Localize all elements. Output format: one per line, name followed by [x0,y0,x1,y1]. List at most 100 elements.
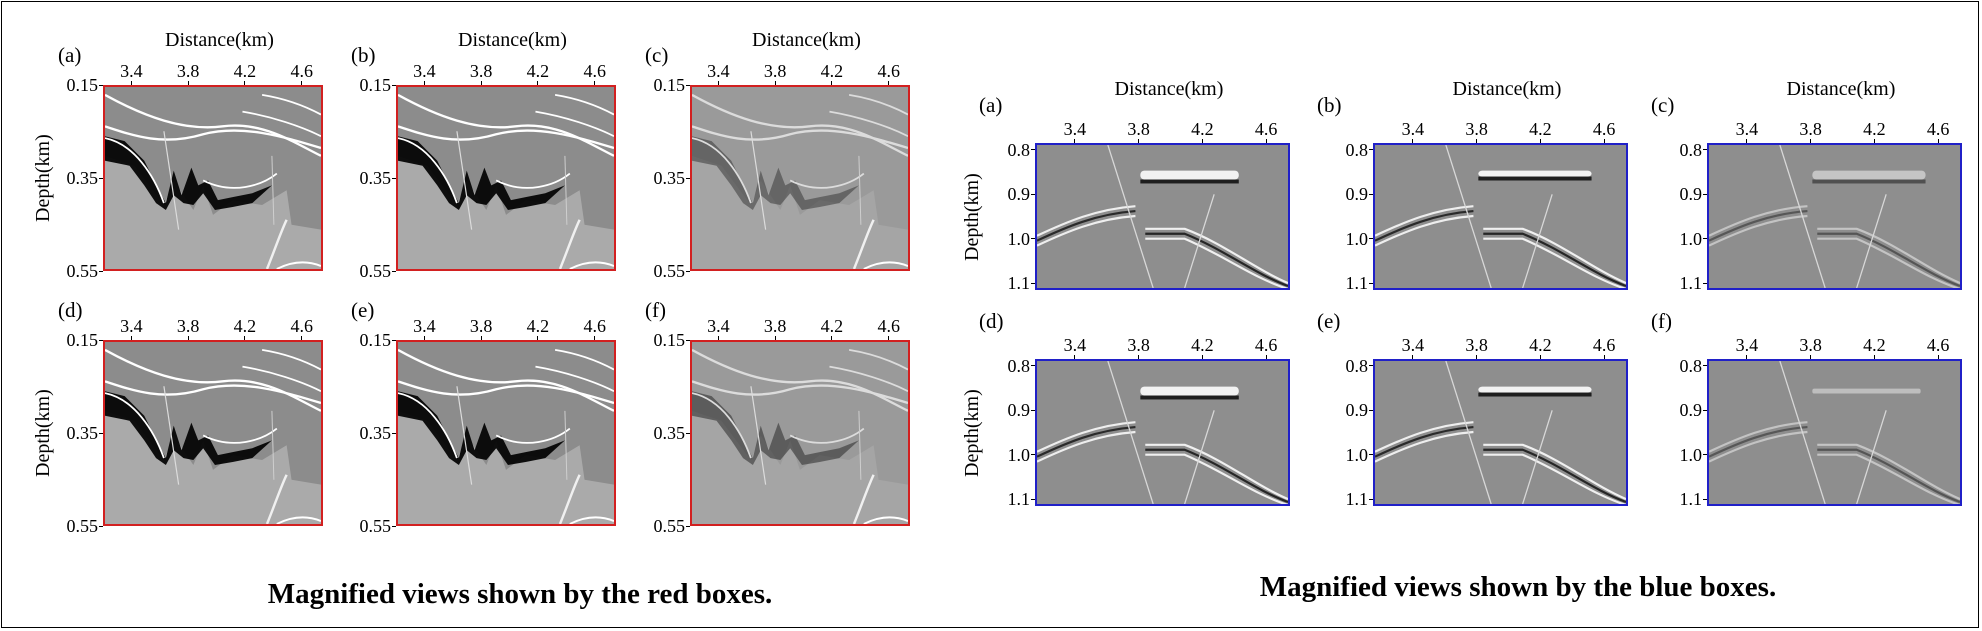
horizon-5 [535,110,614,137]
y-tick-mark [686,525,690,527]
y-axis-title: Depth(km) [32,389,54,477]
y-tick-label: 0.15 [653,75,686,95]
flat-reflector [1478,170,1592,177]
x-tick-mark [717,336,719,340]
caption-blue-boxes: Magnified views shown by the blue boxes. [1259,571,1777,603]
y-tick-mark [1369,282,1373,284]
x-tick-mark [1476,139,1478,143]
left-layer-1 [1037,205,1136,237]
x-tick-label: 3.8 [1465,335,1488,355]
x-tick-mark [831,81,833,85]
y-tick-mark [99,270,103,272]
right-layer-1 [1817,443,1960,501]
y-tick-mark [1703,498,1707,500]
seismic-image [1035,143,1290,290]
fault-2 [558,474,581,524]
fault-left [1445,145,1492,288]
panel-label: (c) [1651,93,1675,117]
x-tick-label: 3.4 [707,316,730,336]
y-tick-label: 0.8 [1345,139,1369,160]
flat-reflector [1478,386,1592,393]
left-layer-3 [1375,430,1474,463]
y-tick-label: 0.35 [66,423,99,443]
y-tick-label: 0.35 [653,423,686,443]
x-tick-mark [1873,355,1875,359]
y-tick-label: 1.0 [1007,228,1031,249]
horizon-3 [692,392,752,459]
horizon-3 [398,392,458,459]
x-tick-label: 4.2 [820,61,844,81]
x-tick-mark [244,81,246,85]
left-layer-1 [1375,205,1474,237]
horizon-2 [692,125,908,150]
x-tick-mark [1539,139,1541,143]
lower-layer [105,155,321,269]
y-tick-mark [1031,282,1035,284]
x-tick-mark [244,336,246,340]
x-tick-label: 4.6 [1592,119,1616,139]
x-tick-mark [1201,139,1203,143]
lower-layer [398,155,614,269]
x-tick-mark [1937,139,1939,143]
flat-reflector [1140,386,1239,396]
x-tick-mark [301,81,303,85]
left-layer-3 [1037,214,1136,247]
horizon-3 [692,137,752,204]
y-tick-mark [1031,454,1035,456]
panel-label: (f) [645,298,666,322]
y-tick-label: 1.0 [1345,444,1369,465]
y-axis-title: Depth(km) [961,172,983,261]
right-layer-2 [1817,448,1960,504]
x-tick-label: 3.4 [1063,335,1087,355]
y-tick-mark [99,525,103,527]
seismic-image [1707,143,1962,290]
horizon-1 [692,93,908,157]
fault-2 [265,219,288,269]
x-tick-mark [717,81,719,85]
y-tick-label: 0.35 [653,168,686,188]
y-tick-mark [1369,409,1373,411]
left-layer-3 [1709,430,1808,463]
dark-reflector-body [105,391,272,465]
seismic-image [396,340,616,526]
y-tick-label: 0.9 [1679,184,1703,205]
seismic-image [690,340,910,526]
lower-layer [692,410,908,524]
x-tick-mark [1937,355,1939,359]
seismic-image [1373,143,1628,290]
x-tick-mark [594,336,596,340]
flat-reflector [1140,170,1239,180]
y-tick-mark [99,339,103,341]
bottom-streak [863,261,908,269]
bottom-streak [276,516,321,524]
x-tick-mark [1539,355,1541,359]
y-tick-mark [392,525,396,527]
y-tick-label: 1.1 [1679,273,1703,294]
x-tick-label: 3.4 [120,61,143,81]
y-tick-label: 0.35 [66,168,99,188]
y-axis-title: Depth(km) [961,388,983,477]
horizon-3 [105,137,165,204]
x-tick-mark [1074,355,1076,359]
flat-reflector [1812,170,1926,180]
lower-layer [105,410,321,524]
panel-label: (e) [351,298,375,322]
x-tick-label: 3.8 [1127,335,1150,355]
left-layer-2 [1037,209,1136,242]
horizon-2 [692,380,908,405]
y-tick-mark [99,432,103,434]
x-tick-label: 3.4 [1063,119,1087,139]
fault-3 [858,410,862,480]
left-layer-2 [1375,209,1474,242]
fault-3 [271,155,275,225]
fault-right [1184,194,1215,288]
x-tick-label: 4.6 [583,316,606,336]
y-tick-label: 1.0 [1679,228,1703,249]
x-axis-title: Distance(km) [752,29,861,51]
panel-label: (b) [351,43,376,67]
bottom-streak [569,261,614,269]
y-tick-mark [1703,282,1707,284]
x-tick-mark [423,81,425,85]
x-tick-label: 3.4 [1401,335,1425,355]
horizon-6 [554,93,614,116]
